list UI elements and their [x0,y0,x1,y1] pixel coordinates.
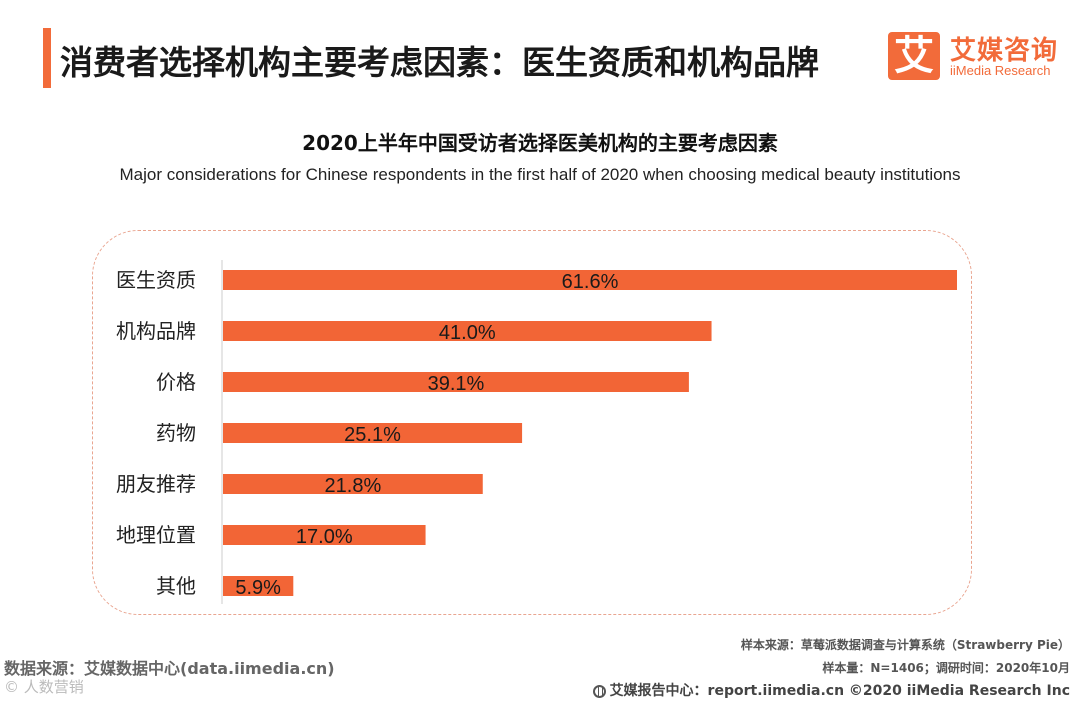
bar-2 [223,372,689,392]
bar-0 [223,270,957,290]
bar-4 [223,474,483,494]
value-label-5: 17.0% [296,526,353,548]
category-label-4: 朋友推荐 [116,472,196,496]
globe-icon [592,685,606,698]
report-center: 艾媒报告中心：report.iimedia.cn ©2020 iiMedia R… [592,680,1070,700]
iimedia-logo: 艾 艾媒咨询 iiMedia Research [888,30,1078,82]
category-label-0: 医生资质 [116,268,196,292]
sample-source: 样本来源：草莓派数据调查与计算系统（Strawberry Pie） [740,638,1070,652]
bar-3 [223,423,523,443]
category-label-3: 药物 [156,421,196,445]
chart-subtitle: Major considerations for Chinese respond… [119,165,961,184]
bar-1 [223,321,712,341]
category-label-2: 价格 [156,370,196,394]
category-label-5: 地理位置 [116,523,196,547]
sample-size: 样本量：N=1406；调研时间：2020年10月 [822,661,1070,675]
data-source: 数据来源：艾媒数据中心(data.iimedia.cn) [4,659,335,678]
logo-english-name: iiMedia Research [950,63,1051,78]
page-title: 消费者选择机构主要考虑因素：医生资质和机构品牌 [60,43,819,82]
chart-frame [92,230,972,615]
category-label-1: 机构品牌 [116,319,196,343]
bar-6 [223,576,294,596]
logo-chinese-name: 艾媒咨询 [950,36,1059,66]
value-label-3: 25.1% [344,424,401,446]
watermark: © 人数营销 [4,678,84,696]
value-label-6: 5.9% [235,577,281,599]
value-label-4: 21.8% [325,475,382,497]
report-center-text: 艾媒报告中心：report.iimedia.cn ©2020 iiMedia R… [609,683,1070,699]
title-accent-bar [43,28,51,88]
value-label-1: 41.0% [439,322,496,344]
category-label-6: 其他 [156,574,196,598]
bar-5 [223,525,426,545]
logo-mark-icon: 艾 [888,32,940,80]
chart-title: 2020上半年中国受访者选择医美机构的主要考虑因素 [302,131,778,155]
value-label-0: 61.6% [562,271,619,293]
value-label-2: 39.1% [428,373,485,395]
